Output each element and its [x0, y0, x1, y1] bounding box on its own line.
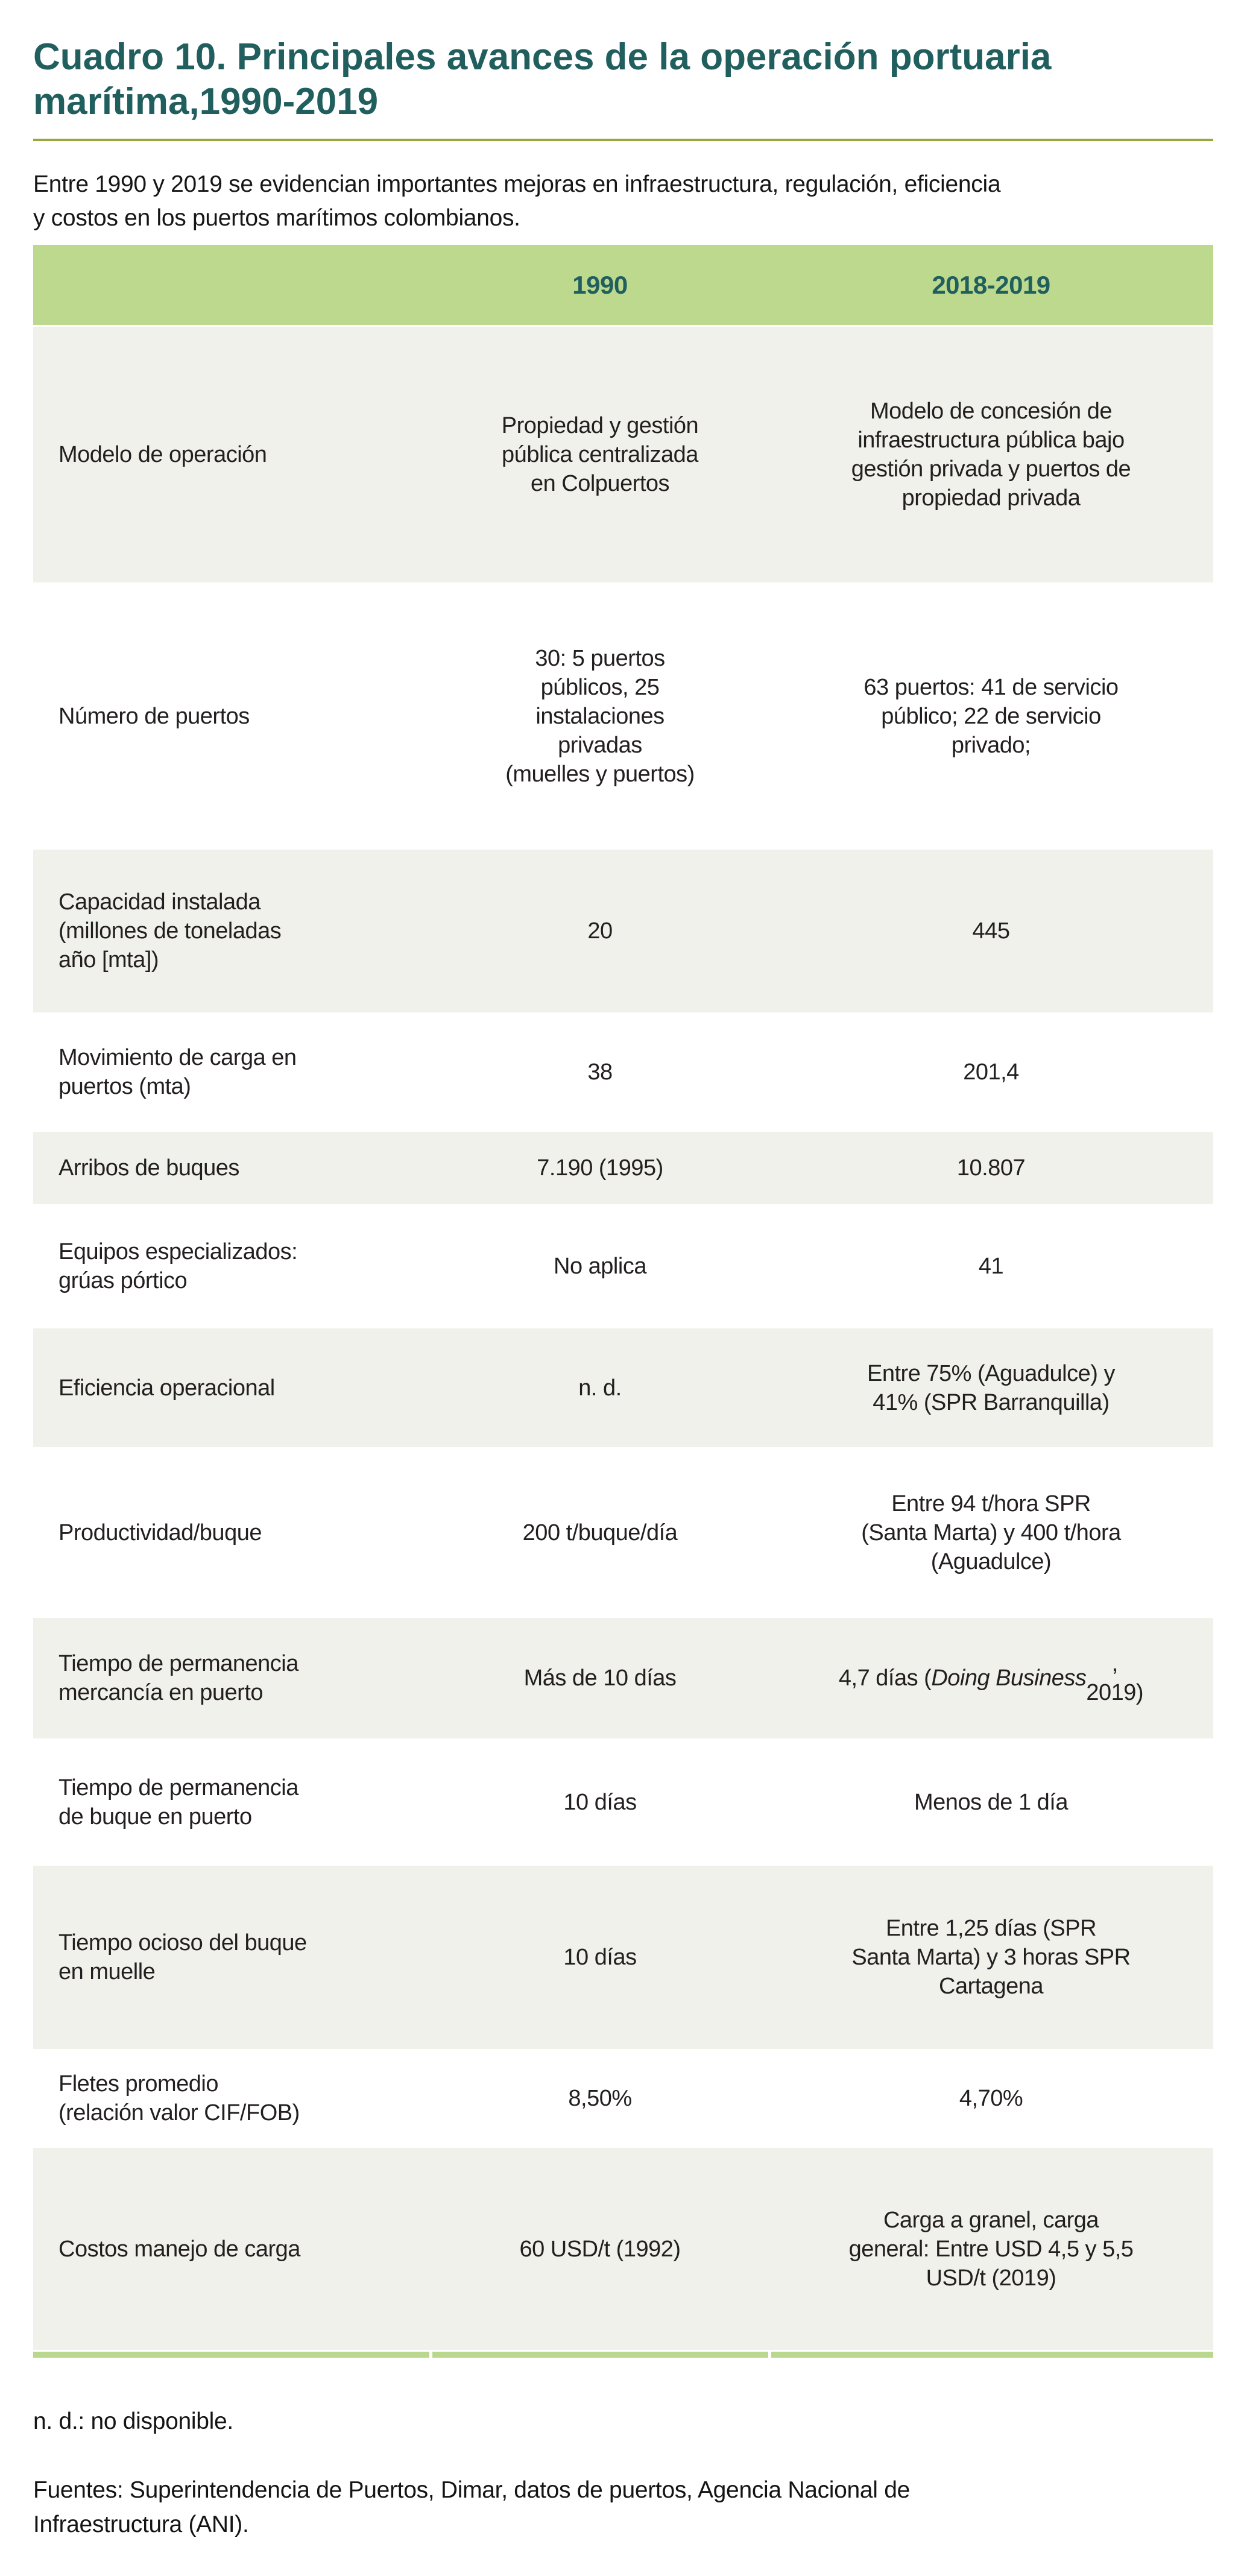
title-divider-line	[33, 139, 1213, 141]
value-2018-2019: 10.807	[956, 1155, 1026, 1181]
value-1990: 8,50%	[568, 2086, 632, 2111]
value-1990: 10 días	[563, 1789, 637, 1815]
row-label: Costos manejo de carga	[58, 2236, 300, 2262]
value-text: 4,7 días (	[838, 1665, 932, 1691]
row-label: Tiempo ocioso del buque en muelle	[58, 1930, 307, 1984]
value-2018-2019: Modelo de concesión de infraestructura p…	[851, 399, 1131, 511]
row-label: Equipos especializados: grúas pórtico	[58, 1239, 298, 1293]
value-2018-2019: Entre 1,25 días (SPR Santa Marta) y 3 ho…	[851, 1916, 1131, 1999]
table-row: Eficiencia operacional n. d. Entre 75% (…	[33, 1328, 1213, 1447]
value-1990: 38	[587, 1059, 613, 1085]
row-label: Número de puertos	[58, 703, 250, 729]
table-row: Tiempo de permanencia de buque en puerto…	[33, 1740, 1213, 1864]
table-row: Número de puertos 30: 5 puertos públicos…	[33, 584, 1213, 848]
table-notes: n. d.: no disponible. Fuentes: Superinte…	[33, 2370, 1213, 2576]
table-row: Modelo de operación Propiedad y gestión …	[33, 327, 1213, 582]
row-label: Tiempo de permanencia mercancía en puert…	[58, 1651, 298, 1705]
value-1990: No aplica	[554, 1254, 646, 1279]
row-label: Eficiencia operacional	[58, 1375, 275, 1401]
table-row: Arribos de buques 7.190 (1995) 10.807	[33, 1132, 1213, 1204]
value-2018-2019: 4,70%	[959, 2086, 1023, 2111]
table-row: Costos manejo de carga 60 USD/t (1992) C…	[33, 2148, 1213, 2350]
table-row: Tiempo de permanencia mercancía en puert…	[33, 1618, 1213, 1738]
value-1990: n. d.	[578, 1375, 622, 1401]
row-label: Capacidad instalada (millones de tonelad…	[58, 889, 282, 973]
table-row: Capacidad instalada (millones de tonelad…	[33, 850, 1213, 1012]
bottom-border-segment	[771, 2352, 1213, 2358]
value-1990: 7.190 (1995)	[537, 1155, 663, 1181]
value-2018-2019: 4,7 días (Doing Business, 2019)	[769, 1618, 1213, 1738]
value-1990: Más de 10 días	[523, 1665, 677, 1691]
table-row: Equipos especializados: grúas pórtico No…	[33, 1206, 1213, 1327]
table-body: Modelo de operación Propiedad y gestión …	[33, 327, 1213, 2350]
row-label: Productividad/buque	[58, 1520, 262, 1545]
value-2018-2019: Menos de 1 día	[914, 1789, 1068, 1815]
sources-note: Fuentes: Superintendencia de Puertos, Di…	[33, 2477, 910, 2537]
value-1990: 60 USD/t (1992)	[519, 2236, 681, 2262]
value-1990: Propiedad y gestión pública centralizada…	[501, 413, 699, 496]
table-row: Fletes promedio (relación valor CIF/FOB)…	[33, 2051, 1213, 2146]
value-2018-2019: Entre 94 t/hora SPR (Santa Marta) y 400 …	[861, 1491, 1121, 1574]
value-2018-2019: 41	[978, 1254, 1004, 1279]
bottom-border-segment	[432, 2352, 768, 2358]
bottom-border-segment	[33, 2352, 429, 2358]
table-bottom-border	[33, 2352, 1213, 2358]
table-row: Tiempo ocioso del buque en muelle 10 día…	[33, 1866, 1213, 2049]
value-1990: 30: 5 puertos públicos, 25 instalaciones…	[505, 645, 695, 787]
value-2018-2019: Carga a granel, carga general: Entre USD…	[848, 2207, 1134, 2291]
comparison-table: 1990 2018-2019 Modelo de operación Propi…	[33, 245, 1213, 2358]
value-2018-2019: 201,4	[963, 1059, 1019, 1085]
value-2018-2019: 63 puertos: 41 de servicio público; 22 d…	[863, 674, 1119, 758]
table-row: Productividad/buque 200 t/buque/día Entr…	[33, 1449, 1213, 1616]
value-1990: 10 días	[563, 1945, 637, 1970]
intro-text: Entre 1990 y 2019 se evidencian importan…	[33, 171, 1001, 231]
value-text: , 2019)	[1086, 1651, 1144, 1705]
table-title: Cuadro 10. Principales avances de la ope…	[33, 36, 1052, 122]
value-italic-text: Doing Business	[931, 1665, 1087, 1691]
row-label: Fletes promedio (relación valor CIF/FOB)	[58, 2071, 300, 2126]
table-header-row: 1990 2018-2019	[33, 245, 1213, 325]
value-1990: 200 t/buque/día	[522, 1520, 678, 1545]
header-2018-2019: 2018-2019	[932, 270, 1050, 299]
nd-note: n. d.: no disponible.	[33, 2408, 233, 2434]
row-label: Modelo de operación	[58, 442, 267, 467]
row-label: Movimiento de carga en puertos (mta)	[58, 1045, 297, 1099]
value-2018-2019: 445	[972, 918, 1010, 944]
table-row: Movimiento de carga en puertos (mta) 38 …	[33, 1014, 1213, 1130]
header-1990: 1990	[572, 270, 628, 299]
value-1990: 20	[587, 918, 613, 944]
row-label: Tiempo de permanencia de buque en puerto	[58, 1775, 298, 1829]
value-2018-2019: Entre 75% (Aguadulce) y 41% (SPR Barranq…	[867, 1360, 1115, 1415]
header-empty-cell	[33, 245, 431, 325]
row-label: Arribos de buques	[58, 1155, 239, 1181]
